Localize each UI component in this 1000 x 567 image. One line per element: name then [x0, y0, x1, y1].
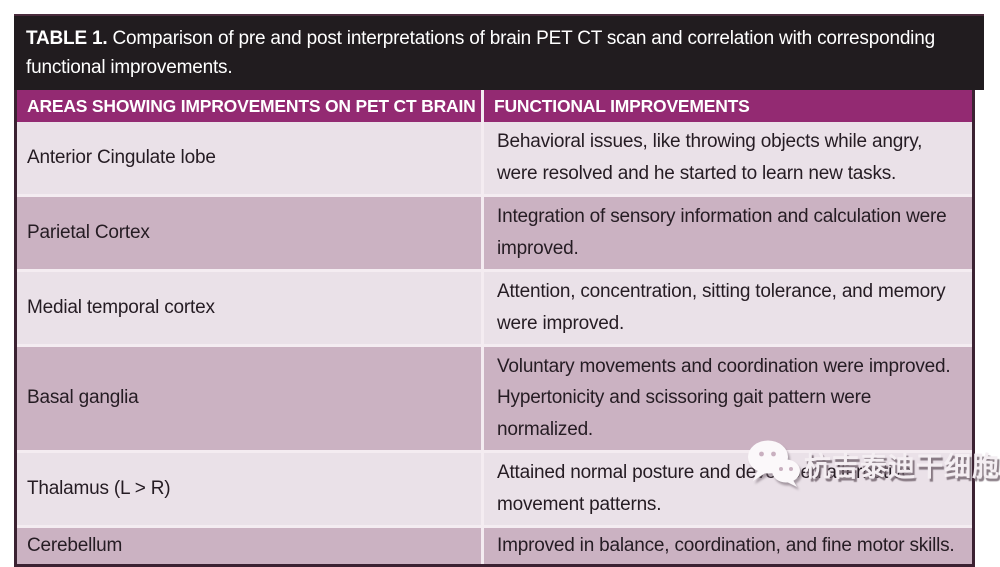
improvement-cell: Improved in balance, coordination, and f… [481, 528, 972, 564]
area-cell: Thalamus (L > R) [27, 478, 171, 500]
improvement-cell: Attention, concentration, sitting tolera… [481, 271, 972, 344]
improvement-cell: Attained normal posture and developed al… [481, 453, 972, 526]
column-header-areas: AREAS SHOWING IMPROVEMENTS ON PET CT BRA… [27, 96, 476, 116]
table-row: Medial temporal cortex Attention, concent… [17, 268, 972, 344]
area-cell: Basal ganglia [27, 387, 139, 409]
pet-ct-comparison-table: TABLE 1. Comparison of pre and post inter… [14, 14, 999, 567]
area-cell: Medial temporal cortex [27, 296, 215, 318]
table-title-bar: TABLE 1. Comparison of pre and post inter… [14, 14, 984, 90]
improvement-cell: Integration of sensory information and c… [481, 196, 972, 269]
table-rows-container: Anterior Cingulate lobe Behavioral issues… [17, 122, 972, 564]
table-row: Thalamus (L > R) Attained normal posture … [17, 450, 972, 526]
area-cell: Cerebellum [27, 535, 123, 557]
table-number: TABLE 1. [26, 28, 108, 49]
table-body: AREAS SHOWING IMPROVEMENTS ON PET CT BRA… [14, 90, 975, 567]
area-cell: Parietal Cortex [27, 221, 150, 243]
table-row: Anterior Cingulate lobe Behavioral issues… [17, 122, 972, 194]
area-cell: Anterior Cingulate lobe [27, 147, 216, 169]
improvement-cell: Voluntary movements and coordination wer… [481, 346, 972, 451]
table-header-row: AREAS SHOWING IMPROVEMENTS ON PET CT BRA… [17, 90, 972, 123]
table-row: Cerebellum Improved in balance, coordinat… [17, 525, 972, 564]
table-row: Basal ganglia Voluntary movements and coo… [17, 343, 972, 451]
table-row: Parietal Cortex Integration of sensory in… [17, 193, 972, 269]
column-header-functional: FUNCTIONAL IMPROVEMENTS [481, 90, 972, 123]
table-caption: Comparison of pre and post interpretatio… [26, 28, 935, 78]
improvement-cell: Behavioral issues, like throwing objects… [481, 122, 972, 194]
